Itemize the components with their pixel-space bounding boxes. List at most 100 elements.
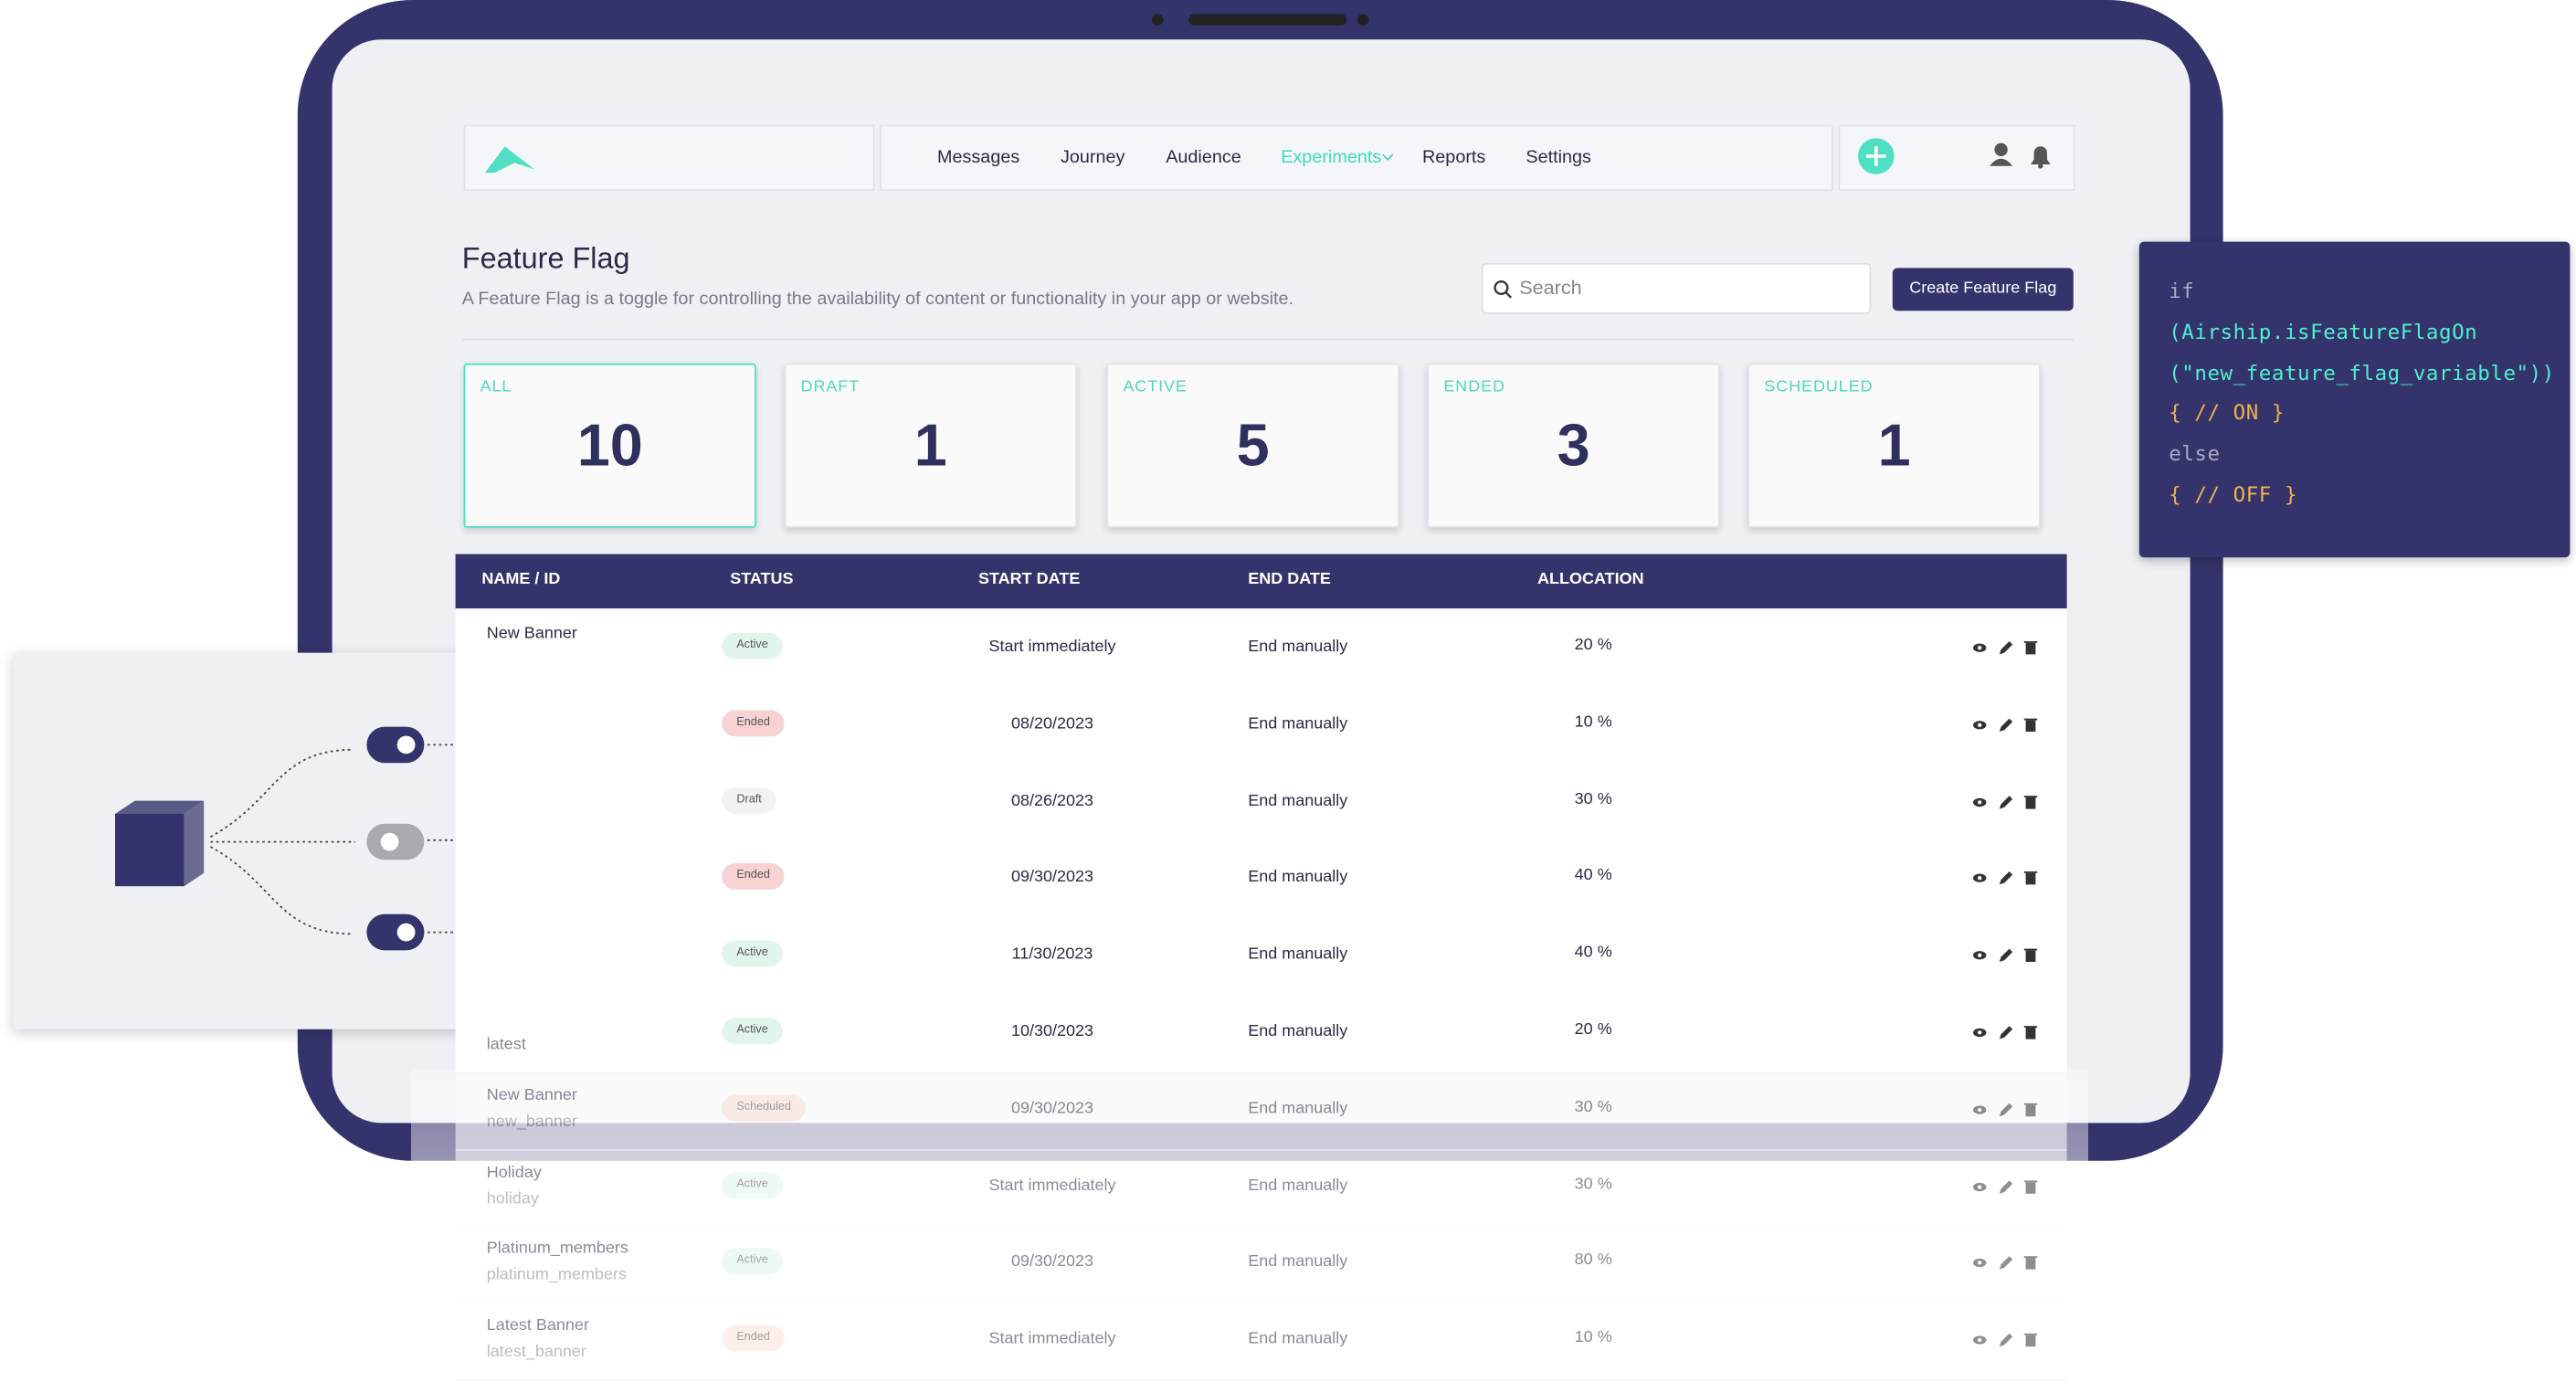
status-badge: Ended [722, 1325, 786, 1352]
chevron [1382, 153, 1394, 161]
start-date: 09/30/2023 [1010, 869, 1094, 887]
status-badge: Active [722, 940, 783, 967]
start-date: 10/30/2023 [1010, 1022, 1094, 1041]
flag-name: Platinum_members [486, 1240, 628, 1259]
table-row[interactable]: Draft 08/26/2023 End manually 30 % [455, 764, 2067, 843]
stat-card[interactable]: DRAFT 1 [784, 363, 1077, 528]
allocation: 40 % [1574, 944, 1612, 963]
nav-item[interactable]: Reports [1422, 148, 1486, 168]
logo-box [463, 124, 875, 191]
end-date: End manually [1248, 1177, 1348, 1195]
code-line: (Airship.isFeatureFlagOn [2169, 318, 2478, 343]
end-date: End manually [1248, 638, 1348, 657]
status-badge: Active [722, 1171, 783, 1198]
allocation: 40 % [1574, 867, 1612, 886]
row-actions[interactable] [1971, 794, 2043, 810]
column-header: START DATE [978, 570, 1081, 589]
stat-card[interactable]: ALL 10 [463, 363, 756, 528]
end-date: End manually [1248, 945, 1348, 965]
stat-label: ALL [480, 378, 512, 396]
table-row[interactable]: Active 11/30/2023 End manually 40 % [455, 917, 2067, 997]
row-actions[interactable] [1971, 1178, 2043, 1195]
start-date: Start immediately [988, 638, 1116, 657]
flag-name: New Banner [486, 1086, 577, 1105]
row-actions[interactable] [1971, 639, 2043, 656]
allocation: 10 % [1574, 712, 1612, 732]
status-badge: Active [722, 1018, 783, 1044]
divider [461, 338, 2074, 341]
nav-item[interactable]: Settings [1526, 148, 1591, 168]
stat-count: 10 [576, 411, 643, 479]
row-actions[interactable] [1971, 716, 2043, 733]
table-row[interactable]: New Banner new_banner Scheduled 09/30/2023 E… [455, 1071, 2067, 1151]
stat-label: ACTIVE [1123, 378, 1188, 396]
end-date: End manually [1248, 1253, 1348, 1272]
flag-id: holiday [486, 1189, 539, 1208]
row-actions[interactable] [1971, 1255, 2043, 1272]
status-badge: Ended [722, 863, 786, 891]
status-badge: Active [722, 633, 783, 660]
code-line: { // ON } [2169, 400, 2285, 426]
allocation: 20 % [1574, 636, 1612, 655]
allocation: 10 % [1574, 1328, 1612, 1347]
table-row[interactable]: Ended 09/30/2023 End manually 40 % [455, 840, 2067, 920]
stat-card[interactable]: ENDED 3 [1427, 363, 1720, 528]
start-date: Start immediately [988, 1330, 1116, 1349]
table-row[interactable]: Holiday holiday Active Start immediately End… [455, 1148, 2067, 1228]
camera [1151, 14, 1369, 26]
flag-name: Holiday [486, 1163, 542, 1182]
row-actions[interactable] [1971, 947, 2043, 964]
flag-id: latest [486, 1036, 526, 1054]
flag-id: new_banner [486, 1113, 577, 1132]
create-button[interactable]: Create Feature Flag [1892, 268, 2074, 311]
allocation: 20 % [1574, 1020, 1612, 1039]
row-actions[interactable] [1971, 1102, 2043, 1118]
column-header: NAME / ID [481, 570, 561, 589]
stat-count: 1 [913, 411, 947, 479]
nav-item[interactable]: Messages [937, 148, 1020, 168]
stat-label: ENDED [1443, 378, 1505, 396]
nav-item[interactable]: Experiments [1281, 148, 1394, 168]
table-row[interactable]: New Banner Active Start immediately End man… [455, 609, 2067, 690]
end-date: End manually [1248, 791, 1348, 810]
search-box[interactable]: Search [1481, 263, 1872, 314]
search-icon [1494, 280, 1513, 299]
end-date: End manually [1248, 869, 1348, 887]
stat-card[interactable]: ACTIVE 5 [1106, 363, 1399, 528]
end-date: End manually [1248, 714, 1348, 733]
code-line: { // OFF } [2169, 481, 2298, 507]
start-date: Start immediately [988, 1177, 1116, 1195]
nav-item[interactable]: Audience [1166, 148, 1241, 168]
page-title: Feature Flag [461, 241, 630, 275]
table-row[interactable]: Ended 08/20/2023 End manually 10 % [455, 687, 2067, 766]
nav-actions [1838, 124, 2075, 191]
start-date: 09/30/2023 [1010, 1099, 1094, 1118]
flag-id: platinum_members [486, 1266, 627, 1285]
start-date: 09/30/2023 [1010, 1253, 1094, 1272]
stat-count: 5 [1236, 411, 1270, 479]
start-date: 08/20/2023 [1010, 714, 1094, 733]
stat-card[interactable]: SCHEDULED 1 [1747, 363, 2041, 528]
allocation: 30 % [1574, 1175, 1612, 1194]
nav-icons[interactable] [1856, 138, 2070, 177]
table-row[interactable]: Platinum_members platinum_members Active 09… [455, 1225, 2067, 1305]
table-row[interactable]: Latest Banner latest_banner Ended Start imm… [455, 1302, 2067, 1382]
code-line: if [2169, 278, 2195, 303]
row-actions[interactable] [1971, 871, 2043, 887]
stat-label: DRAFT [800, 378, 860, 396]
nav-item[interactable]: Journey [1061, 148, 1125, 168]
column-header: END DATE [1248, 570, 1331, 589]
column-header: STATUS [730, 570, 794, 589]
status-badge: Active [722, 1248, 783, 1275]
row-actions[interactable] [1971, 1332, 2043, 1348]
logo [485, 146, 534, 173]
stat-count: 3 [1557, 411, 1590, 479]
flag-id: latest_banner [486, 1343, 586, 1362]
allocation: 30 % [1574, 1098, 1612, 1116]
code-panel: if (Airship.isFeatureFlagOn ("new_feature_… [2138, 241, 2571, 558]
table-row[interactable]: latest Active 10/30/2023 End manually 20 % [455, 995, 2067, 1074]
row-actions[interactable] [1971, 1024, 2043, 1040]
stat-label: SCHEDULED [1764, 378, 1874, 396]
column-header: ALLOCATION [1537, 570, 1644, 589]
